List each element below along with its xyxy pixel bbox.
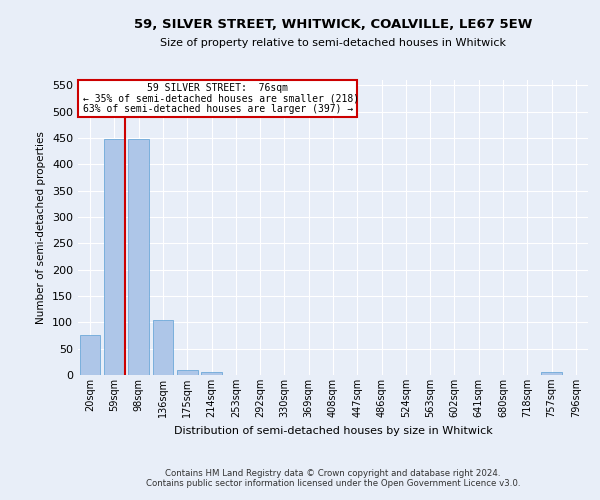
Text: 59, SILVER STREET, WHITWICK, COALVILLE, LE67 5EW: 59, SILVER STREET, WHITWICK, COALVILLE, … xyxy=(134,18,532,30)
Bar xyxy=(541,372,562,375)
X-axis label: Distribution of semi-detached houses by size in Whitwick: Distribution of semi-detached houses by … xyxy=(173,426,493,436)
FancyBboxPatch shape xyxy=(78,80,357,117)
Bar xyxy=(104,139,125,375)
Bar xyxy=(177,370,197,375)
Text: 63% of semi-detached houses are larger (397) →: 63% of semi-detached houses are larger (… xyxy=(83,104,353,114)
Y-axis label: Number of semi-detached properties: Number of semi-detached properties xyxy=(37,131,46,324)
Bar xyxy=(201,372,222,375)
Bar xyxy=(80,336,100,375)
Text: Size of property relative to semi-detached houses in Whitwick: Size of property relative to semi-detach… xyxy=(160,38,506,48)
Bar xyxy=(152,320,173,375)
Text: Contains public sector information licensed under the Open Government Licence v3: Contains public sector information licen… xyxy=(146,478,520,488)
Bar xyxy=(128,139,149,375)
Text: Contains HM Land Registry data © Crown copyright and database right 2024.: Contains HM Land Registry data © Crown c… xyxy=(165,468,501,477)
Text: ← 35% of semi-detached houses are smaller (218): ← 35% of semi-detached houses are smalle… xyxy=(83,94,359,104)
Text: 59 SILVER STREET:  76sqm: 59 SILVER STREET: 76sqm xyxy=(147,82,288,92)
